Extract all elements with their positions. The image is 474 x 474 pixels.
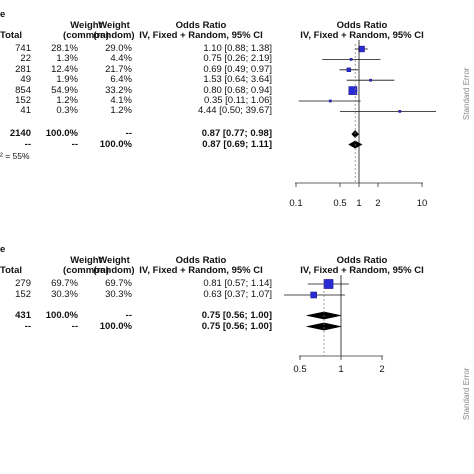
header-plot-odds-ratio: Odds Ratio — [336, 20, 388, 31]
row-total: 741 — [15, 43, 31, 54]
summary-random-weight-random: 100.0% — [99, 320, 132, 332]
row-weight-common: 54.9% — [51, 84, 78, 96]
row-weight-common: 30.3% — [51, 289, 78, 300]
row-weight-common: 69.7% — [51, 278, 78, 289]
header-total: Total — [0, 265, 22, 276]
effect-square — [323, 279, 334, 289]
row-weight-random: 4.4% — [110, 53, 132, 65]
row-weight-random: 69.7% — [105, 278, 132, 289]
header-weight-common: Weight — [70, 20, 102, 31]
header-weight-common-sub: (common) — [63, 265, 109, 276]
header-total: Total — [0, 30, 22, 41]
row-weight-common: 1.3% — [56, 53, 78, 65]
row-odds-ratio-text: 0.80 [0.68; 0.94] — [203, 84, 272, 96]
header-cut-label: e — [0, 9, 6, 20]
row-odds-ratio-text: 0.81 [0.57; 1.14] — [203, 278, 272, 289]
header-odds-ratio-sub: IV, Fixed + Random, 95% CI — [139, 30, 263, 41]
row-odds-ratio-text: 4.44 [0.50; 39.67] — [198, 105, 272, 117]
x-tick-label: 10 — [416, 198, 428, 209]
summary-common-weight-common: 100.0% — [45, 128, 78, 140]
header-plot-odds-ratio-sub: IV, Fixed + Random, 95% CI — [300, 30, 424, 41]
summary-common-odds-ratio-text: 0.75 [0.56; 1.00] — [201, 309, 272, 321]
row-odds-ratio-text: 1.10 [0.88; 1.38] — [203, 43, 272, 54]
header-plot-odds-ratio-sub: IV, Fixed + Random, 95% CI — [300, 265, 424, 276]
x-tick-label: 1 — [338, 364, 344, 375]
effect-square — [348, 86, 358, 95]
header-odds-ratio: Odds Ratio — [175, 255, 227, 266]
header-odds-ratio-sub: IV, Fixed + Random, 95% CI — [139, 265, 263, 276]
x-tick-label: 0.1 — [289, 198, 303, 209]
effect-square — [346, 67, 352, 72]
row-weight-common: 1.2% — [56, 95, 78, 106]
row-total: 49 — [20, 74, 31, 86]
row-total: 854 — [15, 84, 31, 96]
row-total: 281 — [15, 63, 31, 75]
summary-common-total: 2140 — [9, 128, 31, 140]
header-odds-ratio: Odds Ratio — [175, 20, 227, 31]
row-weight-common: 0.3% — [56, 105, 78, 117]
row-weight-random: 33.2% — [105, 84, 132, 96]
header-weight-random: Weight — [98, 20, 130, 31]
row-weight-random: 1.2% — [110, 105, 132, 117]
effect-square — [358, 45, 365, 53]
x-tick-label: 0.5 — [333, 198, 347, 209]
row-odds-ratio-text: 0.35 [0.11; 1.06] — [204, 95, 272, 106]
summary-common-weight-random: -- — [125, 309, 132, 321]
row-odds-ratio-text: 0.69 [0.49; 0.97] — [203, 63, 272, 75]
summary-random-odds-ratio-text: 0.87 [0.69; 1.11] — [202, 138, 272, 150]
row-total: 152 — [15, 289, 31, 300]
row-weight-random: 6.4% — [110, 74, 132, 86]
heterogeneity-text: ² = 55% — [0, 150, 30, 161]
effect-square — [349, 58, 353, 61]
row-odds-ratio-text: 0.75 [0.26; 2.19] — [203, 53, 272, 65]
row-weight-common: 1.9% — [56, 74, 78, 86]
effect-square — [328, 99, 332, 103]
row-total: 279 — [15, 278, 31, 289]
summary-diamond — [351, 130, 359, 139]
row-weight-common: 28.1% — [51, 43, 78, 54]
x-tick-label: 0.5 — [293, 364, 307, 375]
summary-random-total: -- — [24, 320, 31, 332]
row-total: 41 — [20, 105, 31, 117]
summary-common-total: 431 — [15, 309, 31, 321]
effect-square — [369, 78, 372, 82]
summary-common-weight-common: 100.0% — [45, 309, 78, 321]
summary-random-total: -- — [24, 138, 31, 150]
row-total: 22 — [20, 53, 31, 65]
summary-random-weight-common: -- — [71, 320, 78, 332]
row-total: 152 — [15, 95, 31, 106]
summary-random-weight-common: -- — [71, 138, 78, 150]
row-weight-random: 4.1% — [110, 95, 132, 106]
header-weight-random-sub: (random) — [93, 30, 135, 41]
summary-random-odds-ratio-text: 0.75 [0.56; 1.00] — [201, 320, 272, 332]
header-weight-random-sub: (random) — [93, 265, 135, 276]
header-weight-random: Weight — [98, 255, 130, 266]
x-tick-label: 2 — [379, 364, 385, 375]
header-weight-common-sub: (common) — [63, 30, 109, 41]
effect-square — [310, 291, 317, 299]
header-plot-odds-ratio: Odds Ratio — [336, 255, 388, 266]
row-weight-random: 21.7% — [105, 63, 132, 75]
summary-common-weight-random: -- — [125, 128, 132, 140]
header-cut-label: e — [0, 244, 6, 255]
x-tick-label: 2 — [375, 198, 381, 209]
summary-common-odds-ratio-text: 0.87 [0.77; 0.98] — [201, 128, 272, 140]
row-weight-random: 30.3% — [105, 289, 132, 300]
x-tick-label: 1 — [356, 198, 362, 209]
effect-square — [398, 110, 402, 113]
row-odds-ratio-text: 1.53 [0.64; 3.64] — [203, 74, 272, 86]
header-weight-common: Weight — [70, 255, 102, 266]
row-weight-common: 12.4% — [51, 63, 78, 75]
summary-random-weight-random: 100.0% — [99, 138, 132, 150]
row-weight-random: 29.0% — [105, 43, 132, 54]
row-odds-ratio-text: 0.63 [0.37; 1.07] — [203, 289, 272, 300]
